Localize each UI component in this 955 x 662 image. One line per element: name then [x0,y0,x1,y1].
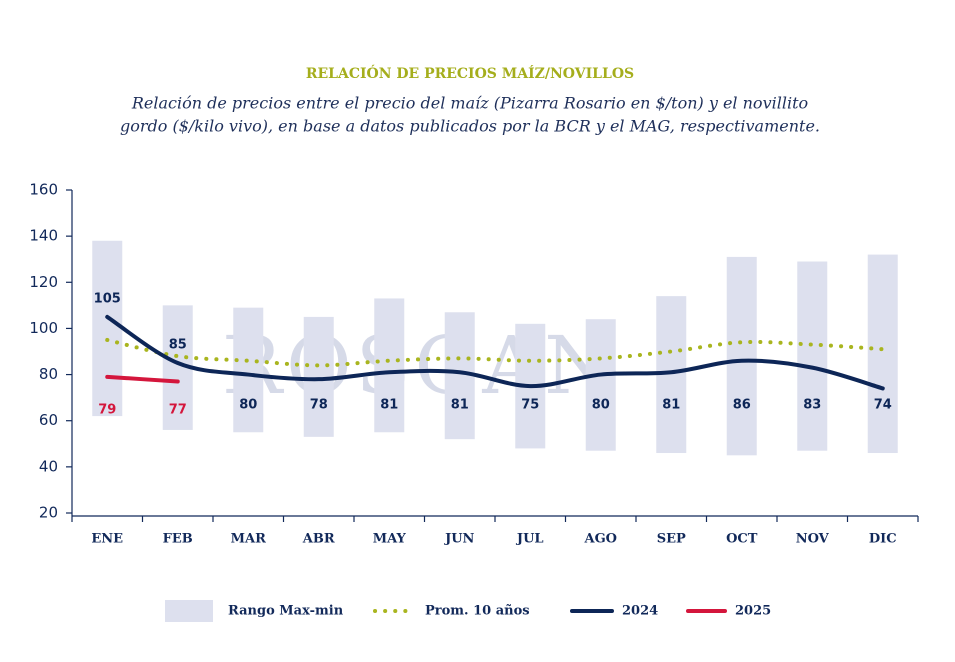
x-tick-label: DIC [869,532,897,547]
chart-subtitle: gordo ($/kilo vivo), en base a datos pub… [120,117,820,136]
y-tick-label: 100 [29,319,58,337]
series-line [105,337,885,368]
data-label: 105 [94,291,121,306]
x-tick-label: ABR [302,532,335,547]
data-label: 81 [451,398,469,413]
y-tick-label: 140 [29,227,58,245]
range-bar [867,254,898,454]
watermark: ROSGAN [222,319,618,412]
y-tick-label: 120 [29,273,58,291]
chart-subtitle: Relación de precios entre el precio del … [131,94,808,113]
legend-swatch [165,600,213,622]
y-tick-label: 20 [39,504,58,522]
legend-label: 2025 [735,604,771,619]
range-bar [797,261,828,451]
x-tick-label: ENE [91,532,123,547]
x-tick-label: MAR [231,532,266,547]
x-tick-label: AGO [583,532,617,547]
y-tick-label: 60 [39,411,58,429]
range-bar [726,256,757,456]
data-label: 81 [662,398,680,413]
range-bar [92,240,123,417]
range-bar [374,298,405,433]
data-label: 77 [169,403,187,418]
data-label: 86 [733,398,751,413]
y-tick-label: 80 [39,365,58,383]
x-tick-label: FEB [163,532,193,547]
legend-label: Prom. 10 años [425,604,530,619]
x-tick-label: NOV [796,532,830,547]
range-bar [233,307,264,433]
data-label: 85 [169,338,187,353]
series-line [105,374,180,384]
x-tick-label: MAY [373,532,407,547]
data-label: 74 [874,398,892,413]
data-label: 81 [380,398,398,413]
data-label: 80 [592,398,610,413]
y-tick-label: 160 [29,181,58,199]
range-bar [585,319,616,451]
data-label: 80 [239,398,257,413]
data-label: 78 [310,398,328,413]
y-tick-label: 40 [39,457,58,475]
data-label: 79 [98,403,116,418]
series-line [105,314,885,391]
legend-label: 2024 [622,604,658,619]
x-tick-label: SEP [657,532,686,547]
data-label: 83 [803,398,821,413]
data-label: 75 [521,398,539,413]
chart-title: RELACIÓN DE PRECIOS MAÍZ/NOVILLOS [306,64,634,82]
legend-label: Rango Max-min [228,604,344,619]
x-tick-label: JUL [516,532,544,547]
x-tick-label: OCT [726,532,758,547]
x-tick-label: JUN [444,532,474,547]
